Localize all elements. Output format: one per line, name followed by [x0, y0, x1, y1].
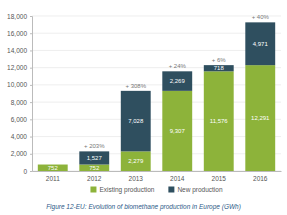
- data-label: 12,291: [251, 115, 270, 121]
- grid-line: [32, 50, 281, 51]
- y-tick: 2,000: [11, 150, 32, 157]
- title: Figure 12-EU: Evolution of biomethane pr…: [46, 203, 241, 211]
- grid-line: [32, 136, 281, 137]
- bar-segment: [245, 22, 275, 65]
- data-label: 2,279: [128, 158, 144, 164]
- grid: [32, 16, 281, 171]
- y-tick-mark: [30, 154, 32, 155]
- grid-line: [32, 102, 281, 103]
- x-tick-label: 2012: [87, 175, 102, 182]
- y-tick: 4,000: [11, 133, 32, 140]
- x-tick: 2014: [170, 171, 185, 182]
- y-tick: 0: [23, 168, 32, 175]
- y-tick-label: 4,000: [11, 133, 28, 140]
- bar-segment: [79, 165, 109, 171]
- annotations: + 203% + 308% + 24% + 6% + 40%: [84, 14, 270, 149]
- data-labels: 752 752 2,279 9,307 11,576 12,291 1,527 7,028 2,…: [48, 41, 270, 171]
- x-tick: 2011: [46, 171, 60, 182]
- y-tick-label: 0: [23, 168, 27, 175]
- x-axis: 2011 2012 2013 2014 2015 2016: [33, 171, 282, 182]
- legend-swatch: [90, 187, 96, 193]
- grid-line: [32, 67, 281, 68]
- x-tick-label: 2014: [170, 175, 185, 182]
- plot: 0 2,000 4,000 6,000 8,000 10,000 12,000 14,000 1…: [7, 13, 281, 183]
- bar-segment: [79, 151, 109, 164]
- bar-segment: [121, 151, 151, 171]
- grid-line: [32, 171, 281, 172]
- x-tick-label: 2013: [129, 175, 144, 182]
- growth-label: + 40%: [252, 14, 270, 20]
- grid-line: [32, 16, 281, 17]
- y-tick-mark: [30, 102, 32, 103]
- growth-label: + 203%: [84, 143, 105, 149]
- data-label: 9,307: [170, 128, 186, 134]
- y-tick: 8,000: [11, 99, 32, 106]
- y-tick-mark: [30, 171, 32, 172]
- y-tick-label: 18,000: [7, 13, 27, 20]
- bar-segment: [245, 65, 275, 171]
- y-axis-line: [30, 17, 33, 172]
- legend: Existing production New production: [90, 186, 222, 194]
- data-label: 4,971: [253, 41, 269, 47]
- data-label: 2,269: [170, 78, 186, 84]
- data-label: 718: [214, 65, 225, 71]
- data-label: 1,527: [87, 155, 103, 161]
- y-tick: 12,000: [7, 64, 32, 71]
- grid-line: [32, 84, 281, 85]
- legend-swatch: [168, 187, 174, 193]
- y-tick-label: 8,000: [11, 99, 28, 106]
- y-tick-label: 6,000: [11, 116, 28, 123]
- y-tick-mark: [30, 50, 32, 51]
- data-label: 752: [89, 165, 100, 171]
- legend-item: Existing production: [90, 186, 154, 194]
- chart: 0 2,000 4,000 6,000 8,000 10,000 12,000 14,000 1…: [0, 0, 287, 215]
- y-tick: 14,000: [7, 47, 32, 54]
- x-tick: 2016: [253, 171, 268, 182]
- y-axis: 0 2,000 4,000 6,000 8,000 10,000 12,000 14,000 1…: [7, 13, 32, 175]
- y-tick-mark: [30, 119, 32, 120]
- y-tick: 16,000: [7, 30, 32, 37]
- bar-segment: [38, 165, 68, 171]
- growth-label: + 308%: [125, 83, 146, 89]
- bar-segment: [162, 91, 192, 171]
- y-tick-label: 14,000: [7, 47, 27, 54]
- legend-label: New production: [177, 186, 223, 194]
- y-tick-mark: [30, 137, 32, 138]
- legend-label: Existing production: [99, 186, 154, 194]
- growth-label: + 6%: [212, 57, 227, 63]
- y-tick-label: 2,000: [11, 150, 28, 157]
- y-tick-mark: [30, 33, 32, 34]
- x-tick-label: 2016: [253, 175, 268, 182]
- data-label: 11,576: [210, 118, 229, 124]
- y-tick-label: 10,000: [7, 81, 27, 88]
- x-axis-line: [33, 171, 282, 172]
- bar-segment: [162, 71, 192, 91]
- legend-item: New production: [168, 186, 223, 194]
- x-tick: 2012: [87, 171, 102, 182]
- x-tick: 2013: [129, 171, 144, 182]
- grid-line: [32, 153, 281, 154]
- grid-line: [32, 119, 281, 120]
- x-tick: 2015: [212, 171, 227, 182]
- y-tick: 18,000: [7, 13, 32, 20]
- bars: [38, 22, 275, 171]
- y-tick-mark: [30, 85, 32, 86]
- bar-segment: [121, 91, 151, 152]
- y-tick-mark: [30, 68, 32, 69]
- data-label: 7,028: [128, 118, 144, 124]
- y-tick: 6,000: [11, 116, 32, 123]
- y-tick-mark: [30, 16, 32, 17]
- bar-segment: [204, 65, 234, 71]
- data-label: 752: [48, 165, 59, 171]
- y-tick-label: 12,000: [7, 64, 27, 71]
- growth-label: + 24%: [169, 63, 187, 69]
- x-tick-label: 2011: [46, 175, 60, 182]
- x-tick-label: 2015: [212, 175, 227, 182]
- y-tick-label: 16,000: [7, 30, 27, 37]
- bar-segment: [204, 71, 234, 171]
- grid-line: [32, 33, 281, 34]
- y-tick: 10,000: [7, 81, 32, 88]
